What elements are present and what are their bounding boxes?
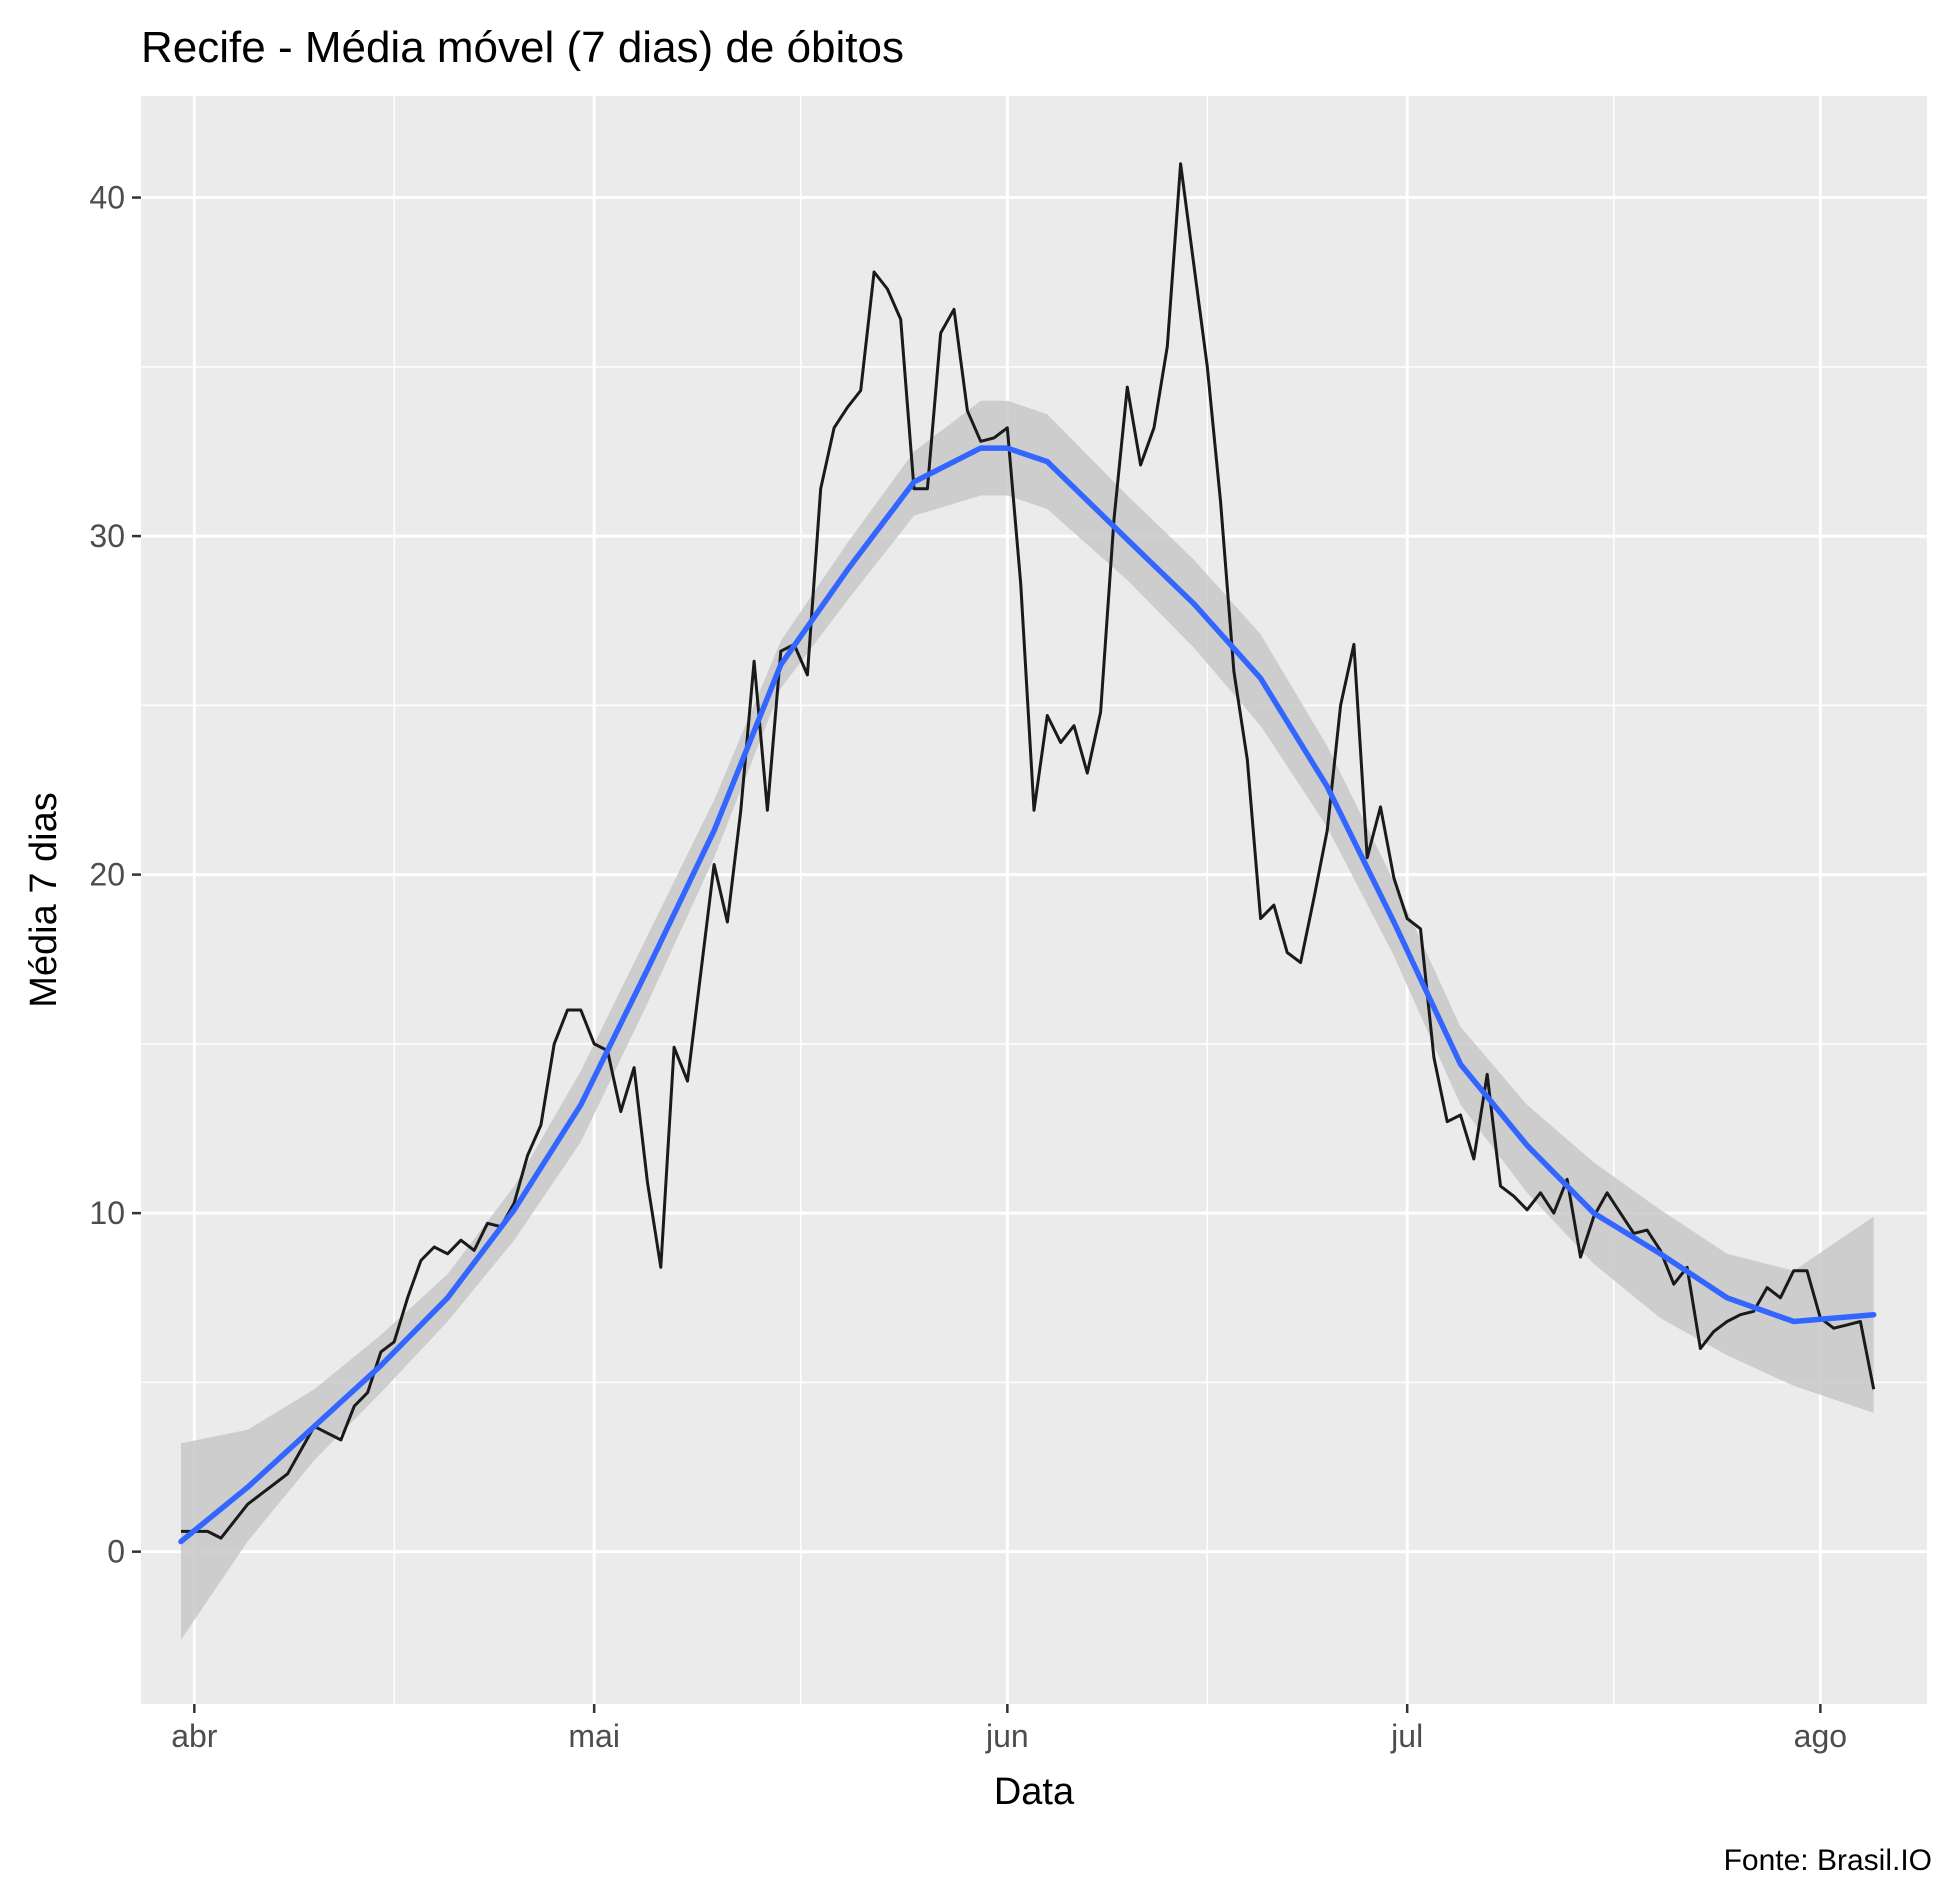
y-tick-label: 10 (89, 1195, 125, 1231)
x-tick-label: jun (985, 1718, 1029, 1754)
x-axis: abr mai jun jul ago (171, 1704, 1847, 1754)
y-tick-label: 40 (89, 180, 125, 216)
y-tick-label: 0 (107, 1534, 125, 1570)
y-tick-label: 30 (89, 518, 125, 554)
x-tick-label: mai (568, 1718, 620, 1754)
x-tick-label: jul (1390, 1718, 1423, 1754)
moving-average-line (181, 162, 1876, 1540)
x-axis-title: Data (994, 1771, 1075, 1813)
y-axis: 0 10 20 30 40 (89, 180, 141, 1570)
chart-title: Recife - Média móvel (7 dias) de óbitos (141, 23, 904, 72)
source-caption: Fonte: Brasil.IO (1724, 1844, 1932, 1877)
y-axis-title: Média 7 dias (23, 792, 65, 1007)
smooth-trend-line (178, 445, 1877, 1545)
y-tick-label: 20 (89, 857, 125, 893)
x-tick-label: ago (1794, 1718, 1847, 1754)
plot-panel (141, 96, 1927, 1704)
x-tick-label: abr (171, 1718, 218, 1754)
